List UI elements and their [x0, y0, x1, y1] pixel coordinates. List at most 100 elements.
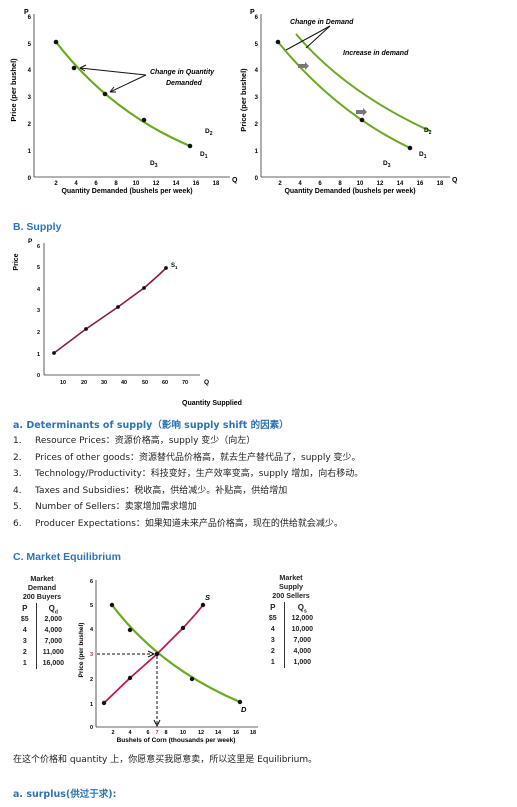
curve-point [189, 676, 195, 682]
q-axis-label: Q [452, 177, 458, 184]
list-item: 3. Technology/Productivity：科技变好，生产效率变高，su… [13, 466, 363, 483]
curve-point [142, 286, 146, 290]
y-tick-label: 1 [37, 352, 40, 358]
list-text: Technology/Productivity：科技变好，生产效率变高，supp… [35, 469, 364, 480]
curve-point [359, 117, 365, 123]
x-tick-label: 70 [182, 380, 188, 386]
table-row: 3 7,000 [262, 635, 320, 646]
y-ticks: 0 1 2 3 4 5 6 [90, 579, 94, 731]
list-text: Resource Prices：资源价格高，supply 变少（向左） [35, 436, 256, 446]
p-axis-label: P [24, 9, 29, 16]
demand-curve-d2 [295, 33, 431, 132]
col-header-p: P [262, 602, 285, 613]
x-tick-label: 7 [155, 730, 158, 736]
y-tick-label: 5 [37, 265, 40, 271]
section-c-heading: C. Market Equilibrium [13, 551, 121, 563]
x-tick-label: 8 [164, 730, 167, 736]
y-tick-label: 4 [28, 68, 32, 74]
list-text: Prices of other goods：资源替代品价格高，就去生产替代品了，… [35, 452, 361, 463]
curve-label-d2: D2 [424, 127, 432, 136]
curve-point [237, 699, 243, 705]
y-ticks: 0 1 2 3 4 5 6 [37, 244, 41, 379]
curve-point [116, 305, 120, 309]
axes [95, 580, 258, 728]
list-text: Producer Expectations：如果知道未来产品价格高，现在的供给就… [35, 518, 343, 529]
list-text: Number of Sellers：卖家增加需求增加 [35, 502, 197, 513]
x-ticks: 2 4 6 8 10 12 14 16 18 [278, 181, 444, 187]
curve-point [275, 39, 281, 45]
curve-point [52, 351, 56, 355]
curve-points [53, 39, 193, 149]
equilibrium-arrow-icon [153, 719, 161, 728]
x-tick-label: 30 [101, 380, 107, 386]
curve-point [109, 602, 115, 608]
y-axis-title: Price (per bushel) [9, 58, 18, 122]
x-tick-label: 2 [54, 181, 58, 187]
x-tick-label: 6 [318, 181, 322, 187]
table-row: 1 16,000 [14, 658, 70, 669]
axes [33, 14, 230, 178]
curve-label-d1: D1 [200, 151, 208, 160]
x-tick-label: 14 [215, 730, 222, 736]
y-tick-label: 1 [255, 149, 259, 155]
x-axis-title: Quantity Supplied [182, 400, 242, 407]
x-tick-label: 10 [357, 181, 364, 187]
x-tick-label: 12 [377, 181, 384, 187]
curve-label-d3: D3 [150, 160, 158, 169]
curve-label-d1: D1 [419, 151, 427, 160]
demand-curve-d1 [277, 41, 411, 149]
list-item: 4. Taxes and Subsidies：税收高，供给减少。补贴高，供给增加 [13, 483, 363, 500]
x-tick-label: 20 [81, 380, 87, 386]
curve-point [101, 700, 107, 706]
x-tick-label: 4 [128, 730, 132, 736]
x-tick-label: 8 [338, 181, 342, 187]
shift-arrows [298, 62, 367, 116]
table-row: $5 12,000 [262, 613, 320, 624]
y-tick-label: 0 [90, 725, 93, 731]
demand-shift-chart: P Q Price (per bushel) Quantity Demanded… [239, 9, 458, 195]
y-tick-label: 3 [255, 95, 259, 101]
p-axis-label: P [250, 9, 255, 16]
table-row: 2 11,000 [14, 647, 70, 658]
x-tick-label: 50 [142, 380, 148, 386]
list-number: 5. [13, 502, 22, 513]
curve-point [154, 651, 160, 657]
x-tick-label: 4 [74, 181, 78, 187]
x-ticks: 2 4 6 7 8 10 12 14 16 18 [111, 730, 256, 736]
annotation-right: Increase in demand [343, 50, 409, 57]
determinants-title: a. Determinants of supply（影响 supply shif… [13, 420, 289, 431]
x-tick-label: 10 [180, 730, 186, 736]
annotation-top: Change in Demand [290, 19, 354, 26]
x-tick-label: 12 [153, 181, 160, 187]
curve-points [275, 39, 413, 151]
col-header-q: Qs [297, 603, 307, 615]
supply-curve-label: S1 [171, 263, 178, 270]
list-text: Taxes and Subsidies：税收高，供给减少。补贴高，供给增加 [35, 485, 288, 496]
y-tick-label: 5 [255, 42, 259, 48]
y-ticks: 0 1 2 3 4 5 6 [255, 15, 259, 182]
table-row: $5 2,000 [14, 614, 70, 625]
y-tick-label: 6 [255, 15, 259, 21]
q-axis-label: Q [232, 177, 238, 184]
y-tick-label: 2 [90, 677, 93, 683]
list-item: 1. Resource Prices：资源价格高，supply 变少（向左） [13, 433, 363, 450]
q-axis-label: Q [204, 379, 209, 386]
curve-label-d2: D2 [205, 128, 213, 137]
y-tick-label: 3 [28, 95, 32, 101]
y-tick-label: 4 [255, 68, 259, 74]
equilibrium-explanation: 在这个价格和 quantity 上，你愿意买我愿意卖，所以这里是 Equilib… [13, 755, 318, 765]
x-tick-label: 18 [437, 181, 444, 187]
y-tick-label: 2 [37, 330, 40, 336]
x-axis-title: Quantity Demanded (bushels per week) [61, 188, 192, 195]
x-tick-label: 2 [111, 730, 114, 736]
y-ticks: 0 1 2 3 4 5 6 [28, 15, 32, 182]
y-tick-label: 4 [90, 627, 94, 633]
y-tick-label: 0 [28, 176, 32, 182]
table-row: 4 4,000 [14, 625, 70, 636]
list-number: 1. [13, 436, 22, 446]
table-row: 3 7,000 [14, 636, 70, 647]
table-row: 4 10,000 [262, 624, 320, 635]
annotation-arrows [285, 25, 331, 51]
curve-point [180, 625, 186, 631]
supply-label: S [205, 593, 210, 602]
